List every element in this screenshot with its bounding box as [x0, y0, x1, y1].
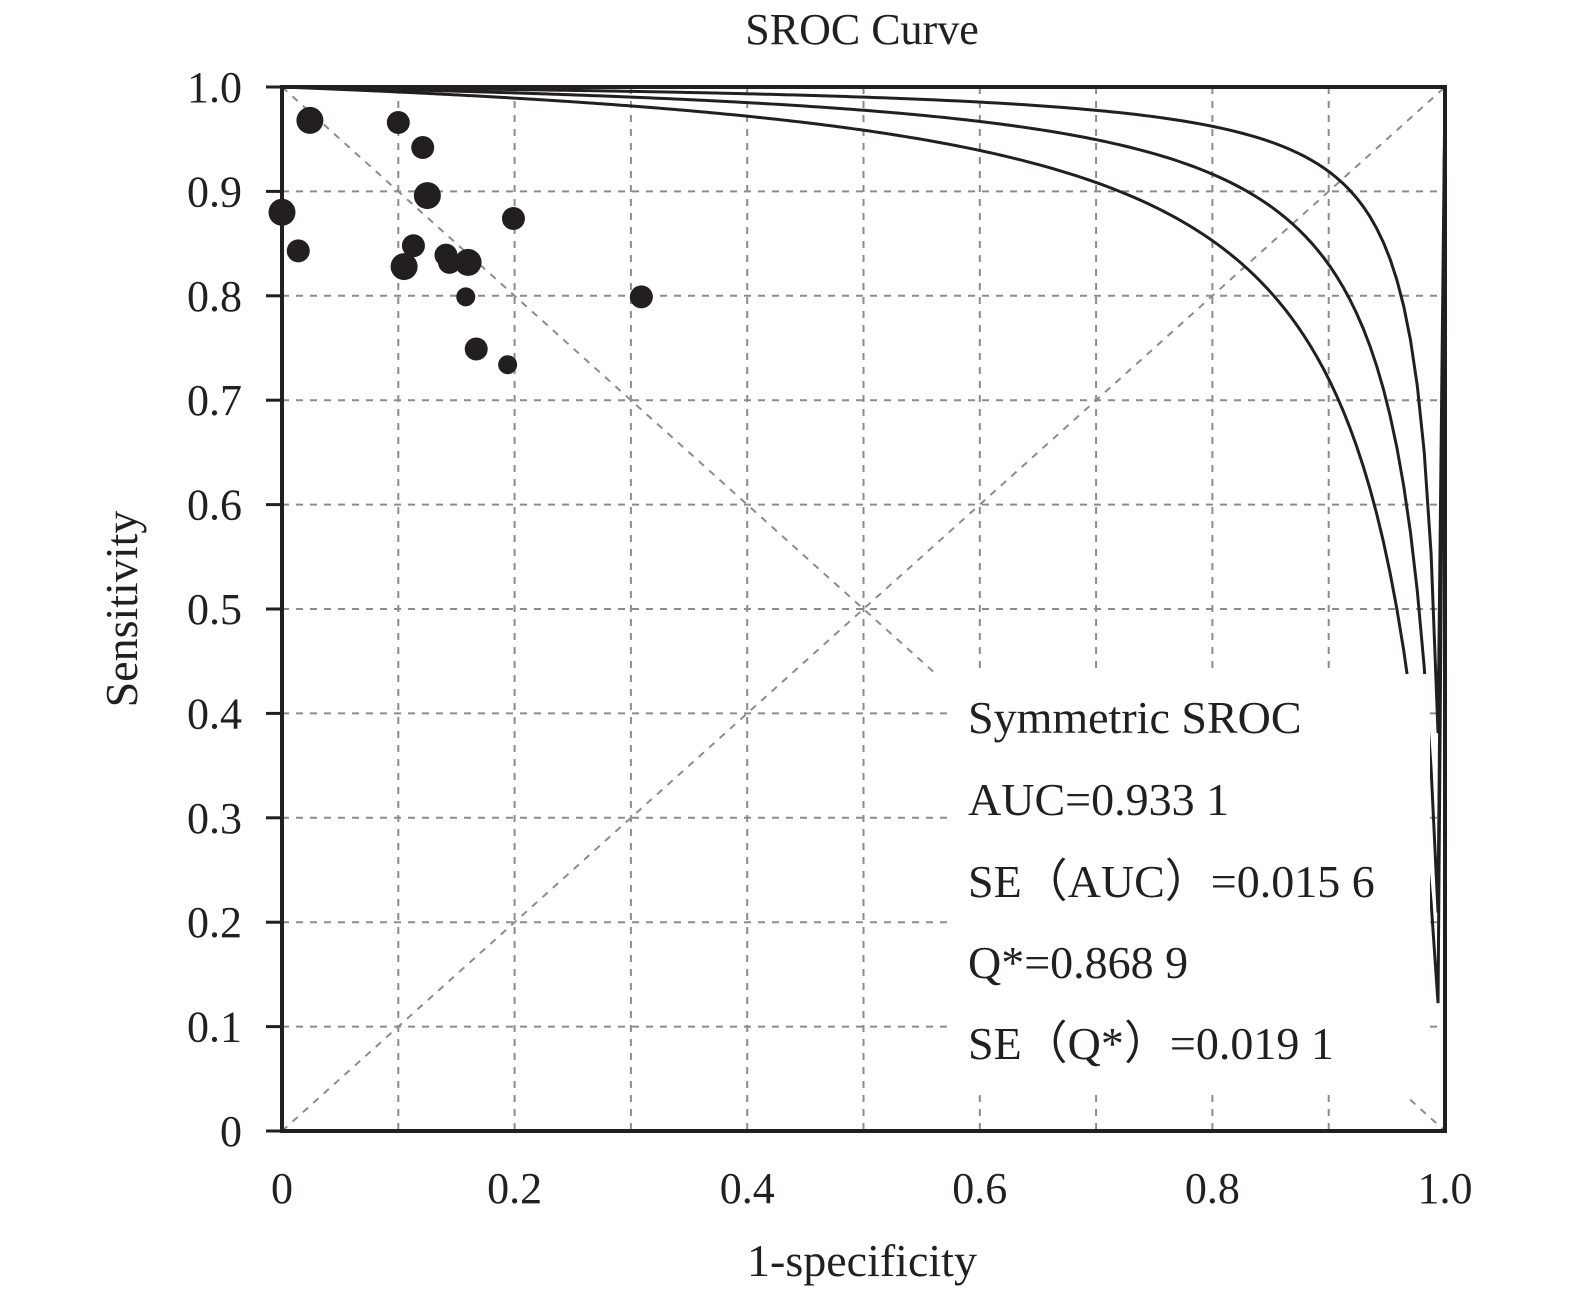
x-axis-ticks: 0 0.2 0.4 0.6 0.8 1.0: [271, 1164, 1473, 1213]
x-tick-label: 1.0: [1418, 1164, 1473, 1213]
annotation-line: Symmetric SROC: [968, 692, 1302, 743]
study-point: [411, 136, 435, 160]
x-axis-title: 1-specificity: [747, 1235, 977, 1286]
study-points: [268, 106, 653, 375]
x-tick-label: 0.8: [1185, 1164, 1240, 1213]
y-tick-label: 0.6: [187, 481, 242, 530]
reference-diagonals: [281, 86, 1446, 1132]
study-point: [501, 207, 525, 231]
study-point: [386, 110, 410, 134]
annotation-line: SE（AUC）=0.015 6: [968, 856, 1375, 907]
study-point: [498, 355, 518, 375]
y-tick-label: 0.1: [187, 1003, 242, 1052]
y-tick-label: 0.9: [187, 167, 242, 216]
y-tick-label: 1.0: [187, 63, 242, 112]
y-tick-label: 0.7: [187, 376, 242, 425]
study-point: [268, 198, 296, 226]
annotation-line: SE（Q*）=0.019 1: [968, 1018, 1334, 1069]
x-tick-label: 0.4: [720, 1164, 775, 1213]
y-axis-title: Sensitivity: [96, 511, 147, 708]
q-star-diagonal: [281, 86, 934, 673]
y-tick-label: 0.8: [187, 272, 242, 321]
y-tick-label: 0: [220, 1107, 242, 1156]
x-tick-label: 0.6: [952, 1164, 1007, 1213]
y-tick-label: 0.5: [187, 585, 242, 634]
chance-diagonal: [281, 86, 1446, 1132]
x-tick-label: 0: [271, 1164, 293, 1213]
annotation-line: Q*=0.868 9: [968, 937, 1188, 988]
stats-annotation: Symmetric SROC AUC=0.933 1 SE（AUC）=0.015 6…: [952, 674, 1430, 1090]
x-tick-label: 0.2: [487, 1164, 542, 1213]
study-point: [456, 287, 476, 307]
study-point: [390, 253, 418, 281]
study-point: [296, 106, 324, 134]
q-star-diagonal-end: [1409, 1098, 1446, 1132]
chart-title: SROC Curve: [745, 5, 978, 54]
y-axis-ticks: 0 0.1 0.2 0.3 0.4 0.5 0.6 0.7 0.8 0.9 1.0: [187, 63, 282, 1156]
study-point: [286, 239, 310, 263]
study-point: [464, 337, 488, 361]
annotation-background: [952, 674, 1430, 1090]
y-tick-label: 0.3: [187, 794, 242, 843]
study-point: [454, 248, 482, 276]
annotation-line: AUC=0.933 1: [968, 774, 1229, 825]
study-point: [401, 234, 425, 258]
study-point: [629, 285, 653, 309]
y-tick-label: 0.4: [187, 689, 242, 738]
study-point: [437, 250, 461, 274]
study-point: [413, 182, 441, 210]
y-tick-label: 0.2: [187, 898, 242, 947]
